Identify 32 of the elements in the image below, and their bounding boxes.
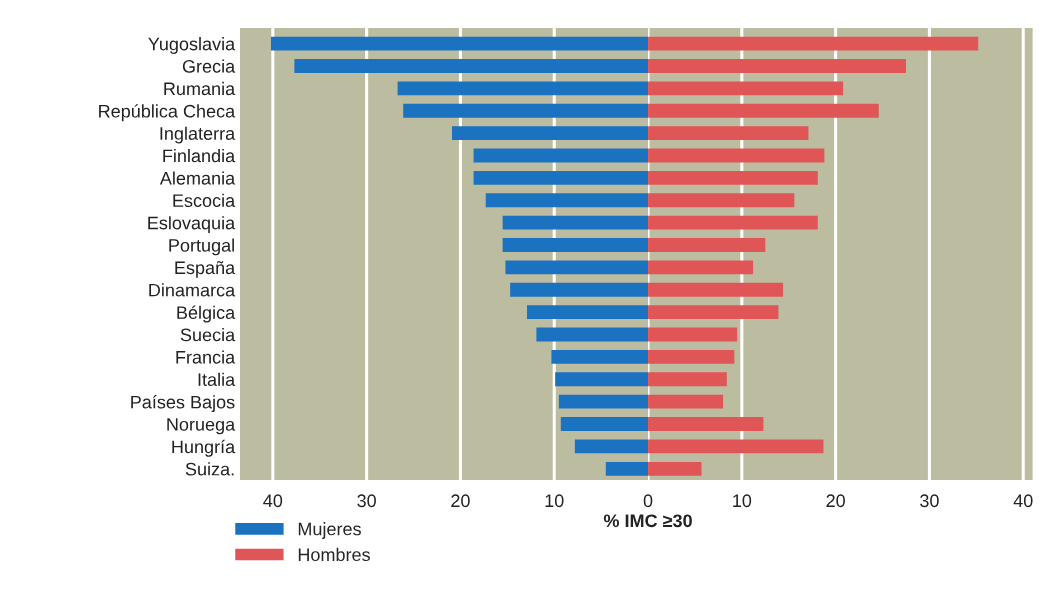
x-tick-label: 20 [451, 494, 470, 508]
y-tick-label: Países Bajos [131, 395, 235, 413]
y-tick-label: Francia [176, 350, 236, 364]
x-tick-label: 10 [545, 494, 564, 508]
y-tick-label: Yugoslavia [148, 37, 236, 54]
y-tick-label: Grecia [182, 59, 236, 73]
x-tick-label: 40 [1013, 494, 1033, 508]
y-tick-label: Escocia [173, 193, 236, 208]
x-tick-label: 0 [643, 494, 653, 508]
y-tick-label: Dinamarca [149, 283, 236, 297]
y-tick-label: Hungría [172, 439, 236, 457]
x-tick-label: 40 [263, 494, 283, 508]
y-tick-label: Finlandia [163, 149, 236, 163]
y-tick-label: República Checa [99, 104, 236, 122]
x-axis-title: % IMC ≥30 [603, 514, 692, 528]
y-tick-label: Italia [198, 372, 236, 387]
y-tick-label: Suiza. [185, 462, 234, 476]
y-tick-label: Bélgica [177, 305, 236, 323]
y-tick-label: Suecia [180, 328, 236, 342]
x-tick-label: 30 [920, 494, 939, 508]
y-tick-label: Inglaterra [160, 126, 236, 144]
y-tick-label: Portugal [169, 238, 234, 256]
y-tick-label: Eslovaquia [148, 216, 236, 233]
legend-label: Hombres [298, 547, 370, 562]
y-tick-label: España [175, 261, 236, 278]
x-tick-label: 20 [826, 494, 845, 508]
legend-label: Mujeres [298, 522, 361, 539]
y-tick-label: Rumania [164, 81, 236, 96]
x-tick-label: 30 [357, 494, 376, 508]
y-tick-label: Noruega [167, 418, 236, 435]
y-tick-label: Alemania [159, 171, 236, 185]
x-tick-label: 10 [733, 494, 752, 508]
